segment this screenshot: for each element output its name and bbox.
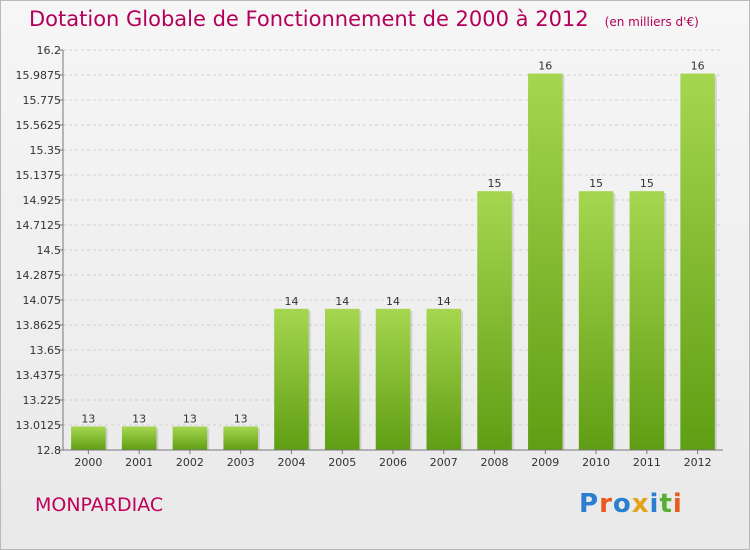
data-label: 13 bbox=[234, 412, 248, 425]
bar bbox=[172, 426, 208, 450]
y-tick-label: 14.2875 bbox=[16, 269, 62, 282]
y-tick-label: 12.8 bbox=[37, 444, 62, 457]
logo-letter: o bbox=[612, 489, 632, 519]
logo-letter: i bbox=[672, 489, 683, 519]
bar bbox=[324, 308, 360, 450]
x-axis: 2000 2001 2002 2003 2004 2005 2006 2007 2008 2009… bbox=[63, 449, 723, 469]
chart-title: Dotation Globale de Fonctionnement de 20… bbox=[29, 7, 699, 31]
x-tick-label: 2007 bbox=[430, 456, 458, 469]
y-axis: 12.8 13.0125 13.225 13.4375 13.65 13.8625 14.0… bbox=[16, 44, 64, 457]
data-label: 14 bbox=[284, 295, 298, 308]
x-tick-label: 2008 bbox=[481, 456, 509, 469]
y-tick-label: 13.225 bbox=[23, 394, 62, 407]
data-label: 16 bbox=[538, 60, 552, 73]
data-label: 14 bbox=[335, 295, 349, 308]
bars: 13 13 13 13 14 14 14 14 15 16 15 15 16 bbox=[71, 60, 717, 451]
data-label: 16 bbox=[691, 60, 705, 73]
data-label: 15 bbox=[589, 177, 603, 190]
data-label: 15 bbox=[640, 177, 654, 190]
y-tick-label: 15.1375 bbox=[16, 169, 62, 182]
x-tick-label: 2005 bbox=[328, 456, 356, 469]
y-tick-label: 14.5 bbox=[37, 244, 62, 257]
logo-letter: P bbox=[579, 489, 600, 519]
y-tick-label: 15.35 bbox=[30, 144, 62, 157]
x-tick-label: 2006 bbox=[379, 456, 407, 469]
data-label: 14 bbox=[437, 295, 451, 308]
logo-letter: r bbox=[599, 489, 613, 519]
x-tick-label: 2009 bbox=[531, 456, 559, 469]
bar bbox=[477, 191, 512, 451]
bar bbox=[71, 426, 106, 450]
y-tick-label: 15.775 bbox=[23, 94, 62, 107]
bar bbox=[121, 426, 157, 450]
bar bbox=[578, 191, 614, 451]
data-label: 14 bbox=[386, 295, 400, 308]
proxiti-logo[interactable]: Proxiti bbox=[579, 489, 683, 519]
y-tick-label: 14.075 bbox=[23, 294, 62, 307]
data-label: 15 bbox=[488, 177, 502, 190]
x-tick-label: 2003 bbox=[227, 456, 255, 469]
x-tick-label: 2000 bbox=[74, 456, 102, 469]
chart-title-text: Dotation Globale de Fonctionnement de 20… bbox=[29, 7, 589, 31]
data-label: 13 bbox=[132, 412, 146, 425]
y-tick-label: 13.0125 bbox=[16, 419, 62, 432]
commune-name: MONPARDIAC bbox=[35, 494, 164, 516]
unit-label: (en milliers d'€) bbox=[604, 15, 699, 29]
logo-letter: t bbox=[659, 489, 673, 519]
y-tick-label: 13.65 bbox=[30, 344, 62, 357]
x-tick-label: 2001 bbox=[125, 456, 153, 469]
y-tick-label: 13.8625 bbox=[16, 319, 62, 332]
bar bbox=[274, 308, 309, 450]
y-tick-label: 16.2 bbox=[37, 44, 62, 57]
y-tick-label: 15.9875 bbox=[16, 69, 62, 82]
y-tick-label: 15.5625 bbox=[16, 119, 62, 132]
bar bbox=[528, 73, 563, 450]
bar bbox=[680, 73, 715, 450]
x-tick-label: 2010 bbox=[582, 456, 610, 469]
logo-letter: x bbox=[631, 489, 650, 519]
bar bbox=[426, 308, 462, 450]
x-tick-label: 2012 bbox=[684, 456, 712, 469]
data-label: 13 bbox=[81, 412, 95, 425]
data-label: 13 bbox=[183, 412, 197, 425]
x-tick-label: 2011 bbox=[633, 456, 661, 469]
logo-letter: i bbox=[649, 489, 660, 519]
bar bbox=[223, 426, 258, 450]
bar bbox=[375, 308, 411, 450]
bar bbox=[629, 191, 665, 451]
x-tick-label: 2002 bbox=[176, 456, 204, 469]
x-tick-label: 2004 bbox=[277, 456, 305, 469]
y-tick-label: 14.7125 bbox=[16, 219, 62, 232]
y-tick-label: 14.925 bbox=[23, 194, 62, 207]
y-tick-label: 13.4375 bbox=[16, 369, 62, 382]
